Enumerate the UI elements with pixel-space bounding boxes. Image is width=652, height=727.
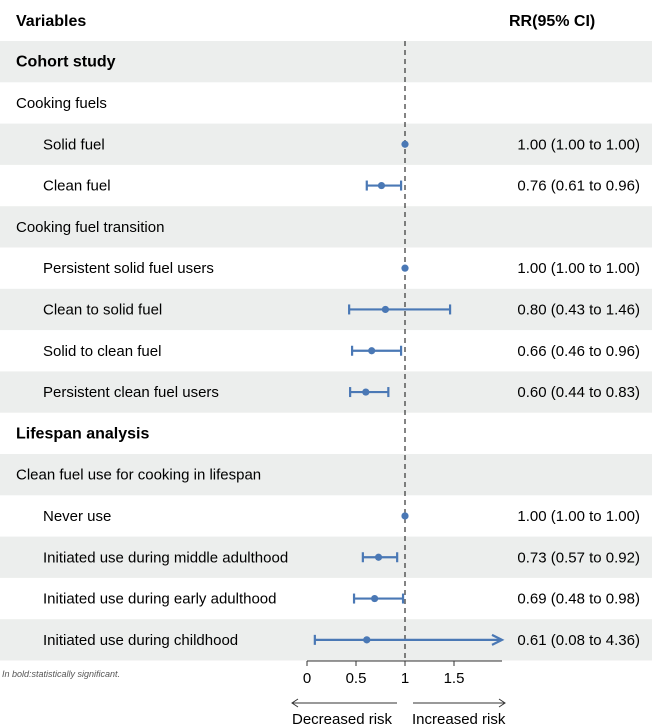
row-stripe: [0, 206, 652, 248]
row-stripe: [0, 536, 652, 578]
header-variables: Variables: [16, 13, 86, 30]
row-label: Initiated use during middle adulthood: [43, 549, 288, 566]
rr-value: 0.80 (0.43 to 1.46): [517, 301, 640, 318]
increased-arrowhead: [498, 698, 506, 708]
row-label: Clean fuel use for cooking in lifespan: [16, 467, 261, 484]
x-axis: 0 0.5 1 1.5: [303, 660, 502, 687]
row-label: Lifespan analysis: [16, 425, 149, 442]
x-tick-label: 1.5: [444, 670, 465, 687]
row-labels: Cohort study Cooking fuels Solid fuel Clean…: [16, 54, 288, 649]
footnote: In bold:statistically significant.: [2, 669, 120, 679]
point-estimate: [401, 140, 409, 148]
row-stripes: [0, 41, 652, 661]
point-estimate: [368, 347, 376, 355]
row-label: Clean fuel: [43, 178, 111, 195]
ci-arrow: [491, 633, 505, 646]
rr-value: 1.00 (1.00 to 1.00): [517, 136, 640, 153]
increased-risk-label: Increased risk: [412, 711, 506, 727]
rr-value: 0.69 (0.48 to 0.98): [517, 591, 640, 608]
row-label: Cooking fuel transition: [16, 219, 164, 236]
rr-value: 0.76 (0.61 to 0.96): [517, 178, 640, 195]
row-label: Solid to clean fuel: [43, 343, 161, 360]
row-stripe: [0, 454, 652, 496]
x-tick-label: 0.5: [346, 670, 367, 687]
point-estimate: [362, 388, 370, 396]
row-label: Solid fuel: [43, 136, 105, 153]
row-label: Initiated use during early adulthood: [43, 591, 277, 608]
row-label: Persistent solid fuel users: [43, 260, 214, 277]
row-stripe: [0, 371, 652, 413]
rr-value: 1.00 (1.00 to 1.00): [517, 508, 640, 525]
row-label: Never use: [43, 508, 111, 525]
point-estimate: [381, 305, 389, 314]
point-estimate: [377, 181, 386, 190]
point-estimate: [363, 636, 371, 644]
point-estimate: [374, 553, 383, 561]
rr-value: 0.60 (0.44 to 0.83): [517, 384, 640, 401]
point-estimate: [401, 264, 409, 272]
rr-values: 1.00 (1.00 to 1.00) 0.76 (0.61 to 0.96) 1.…: [517, 136, 640, 649]
rr-value: 1.00 (1.00 to 1.00): [517, 260, 640, 277]
rr-value: 0.66 (0.46 to 0.96): [517, 343, 640, 360]
row-stripe: [0, 41, 652, 83]
rr-value: 0.73 (0.57 to 0.92): [517, 549, 640, 566]
x-tick-label: 0: [303, 670, 311, 687]
row-stripe: [0, 288, 652, 331]
x-tick-label: 1: [401, 670, 409, 687]
risk-direction: Decreased risk Increased risk: [291, 698, 506, 727]
row-label: Cohort study: [16, 54, 116, 71]
decreased-risk-label: Decreased risk: [292, 711, 393, 727]
point-estimate: [401, 512, 409, 520]
row-label: Cooking fuels: [16, 95, 107, 112]
row-stripe: [0, 123, 652, 165]
row-label: Initiated use during childhood: [43, 632, 238, 649]
header-rr: RR(95% CI): [509, 13, 595, 30]
decreased-arrowhead: [291, 698, 299, 708]
estimate-marks: [313, 140, 505, 646]
row-label: Persistent clean fuel users: [43, 384, 219, 401]
row-label: Clean to solid fuel: [43, 301, 162, 318]
point-estimate: [371, 594, 379, 603]
rr-value: 0.61 (0.08 to 4.36): [517, 632, 640, 649]
